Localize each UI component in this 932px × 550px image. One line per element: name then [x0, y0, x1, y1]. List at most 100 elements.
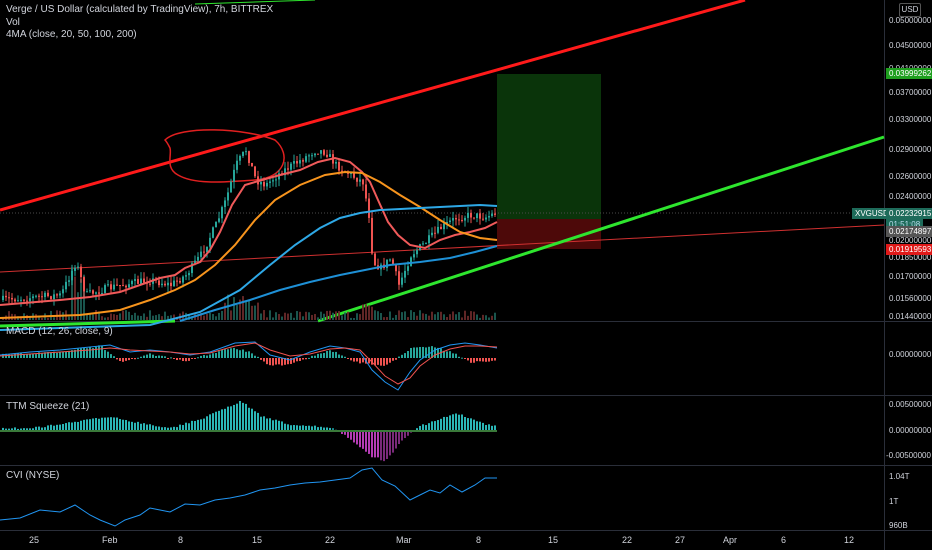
candle-body [50, 296, 52, 300]
candle-body [311, 155, 313, 157]
macd-bar [287, 358, 289, 365]
macd-bar [17, 353, 19, 358]
macd-bar [374, 358, 376, 366]
volume-bar [266, 317, 268, 320]
ttm-bar [164, 427, 166, 431]
ttm-bar [68, 422, 70, 431]
volume-bar [197, 315, 199, 320]
macd-bar [14, 353, 16, 358]
volume-bar [155, 315, 157, 320]
thin-trend-line[interactable] [0, 224, 885, 273]
macd-bar [236, 349, 238, 358]
ttm-bar [380, 431, 382, 461]
macd-bar [68, 350, 70, 358]
price-tick: 0.04500000 [889, 41, 932, 50]
time-tick: Feb [102, 535, 118, 545]
time-tick: 22 [325, 535, 336, 545]
ma20-line [0, 156, 498, 306]
volume-bar [248, 301, 250, 320]
volume-bar [260, 313, 262, 320]
ttm-bar [20, 428, 22, 431]
macd-bar [260, 358, 262, 360]
macd-bar [11, 354, 13, 358]
macd-bar [194, 358, 196, 359]
volume-bar [299, 311, 301, 320]
ttm-bar [473, 419, 475, 431]
ttm-bar [104, 417, 106, 431]
ttm-bar [275, 419, 277, 431]
volume-bar [455, 314, 457, 320]
macd-bar [470, 358, 472, 363]
bottom-support-line[interactable] [0, 319, 176, 328]
ttm-bar [242, 402, 244, 431]
ttm-bar [314, 425, 316, 431]
ttm-bar [257, 412, 259, 431]
volume-bar [71, 264, 73, 320]
annotation-circle[interactable] [163, 129, 285, 183]
macd-bar [191, 358, 193, 359]
ttm-bar [326, 427, 328, 431]
macd-bar [245, 351, 247, 358]
candle-body [38, 295, 40, 297]
ttm-bar [230, 406, 232, 431]
macd-bar [65, 351, 67, 358]
macd-bar [356, 358, 358, 362]
candle-body [293, 161, 295, 164]
ttm-tick: -0.00500000 [886, 451, 931, 460]
candle-body [434, 232, 436, 234]
upper-channel-line[interactable] [0, 0, 746, 212]
profit-zone[interactable] [497, 74, 601, 219]
candle-body [485, 217, 487, 220]
candle-body [371, 217, 373, 254]
volume-bar [329, 310, 331, 320]
candle-body [413, 254, 415, 258]
volume-bar [443, 314, 445, 320]
volume-bar [404, 311, 406, 320]
volume-bar [47, 317, 49, 320]
ttm-bar [38, 426, 40, 431]
volume-bar [167, 315, 169, 320]
candle-body [197, 256, 199, 261]
ttm-bar [281, 421, 283, 431]
macd-bar [461, 357, 463, 359]
price-tick: 0.01700000 [889, 272, 932, 281]
currency-button[interactable]: USD [899, 3, 921, 17]
volume-bar [236, 305, 238, 320]
volume-bar [254, 305, 256, 320]
ttm-bar [245, 403, 247, 431]
volume-bar [305, 311, 307, 320]
candle-body [239, 155, 241, 161]
macd-bar [386, 358, 388, 365]
candle-body [119, 284, 121, 286]
candle-body [449, 220, 451, 222]
ttm-bar [206, 416, 208, 431]
ttm-bar [113, 417, 115, 431]
macd-bar [158, 355, 160, 358]
candle-body [272, 180, 274, 182]
macd-bar [308, 357, 310, 359]
volume-bar [215, 316, 217, 320]
candle-body [164, 283, 166, 286]
volume-bar [116, 314, 118, 320]
lower-channel-line[interactable] [317, 135, 885, 323]
ttm-bar [8, 428, 10, 431]
candle-body [440, 226, 442, 230]
ttm-title: TTM Squeeze (21) [6, 401, 90, 412]
time-tick: 22 [622, 535, 633, 545]
volume-bar [53, 317, 55, 320]
ttm-bar [2, 427, 4, 431]
candle-body [305, 156, 307, 162]
macd-bar [380, 358, 382, 366]
volume-bar [347, 311, 349, 320]
volume-bar [407, 317, 409, 320]
macd-bar [491, 358, 493, 361]
ttm-bar [272, 420, 274, 431]
candle-body [365, 184, 367, 199]
macd-bar [110, 354, 112, 358]
macd-bar [494, 358, 496, 361]
volume-bar [263, 310, 265, 320]
candle-body [488, 216, 490, 218]
volume-bar [287, 313, 289, 320]
candle-body [212, 227, 214, 238]
